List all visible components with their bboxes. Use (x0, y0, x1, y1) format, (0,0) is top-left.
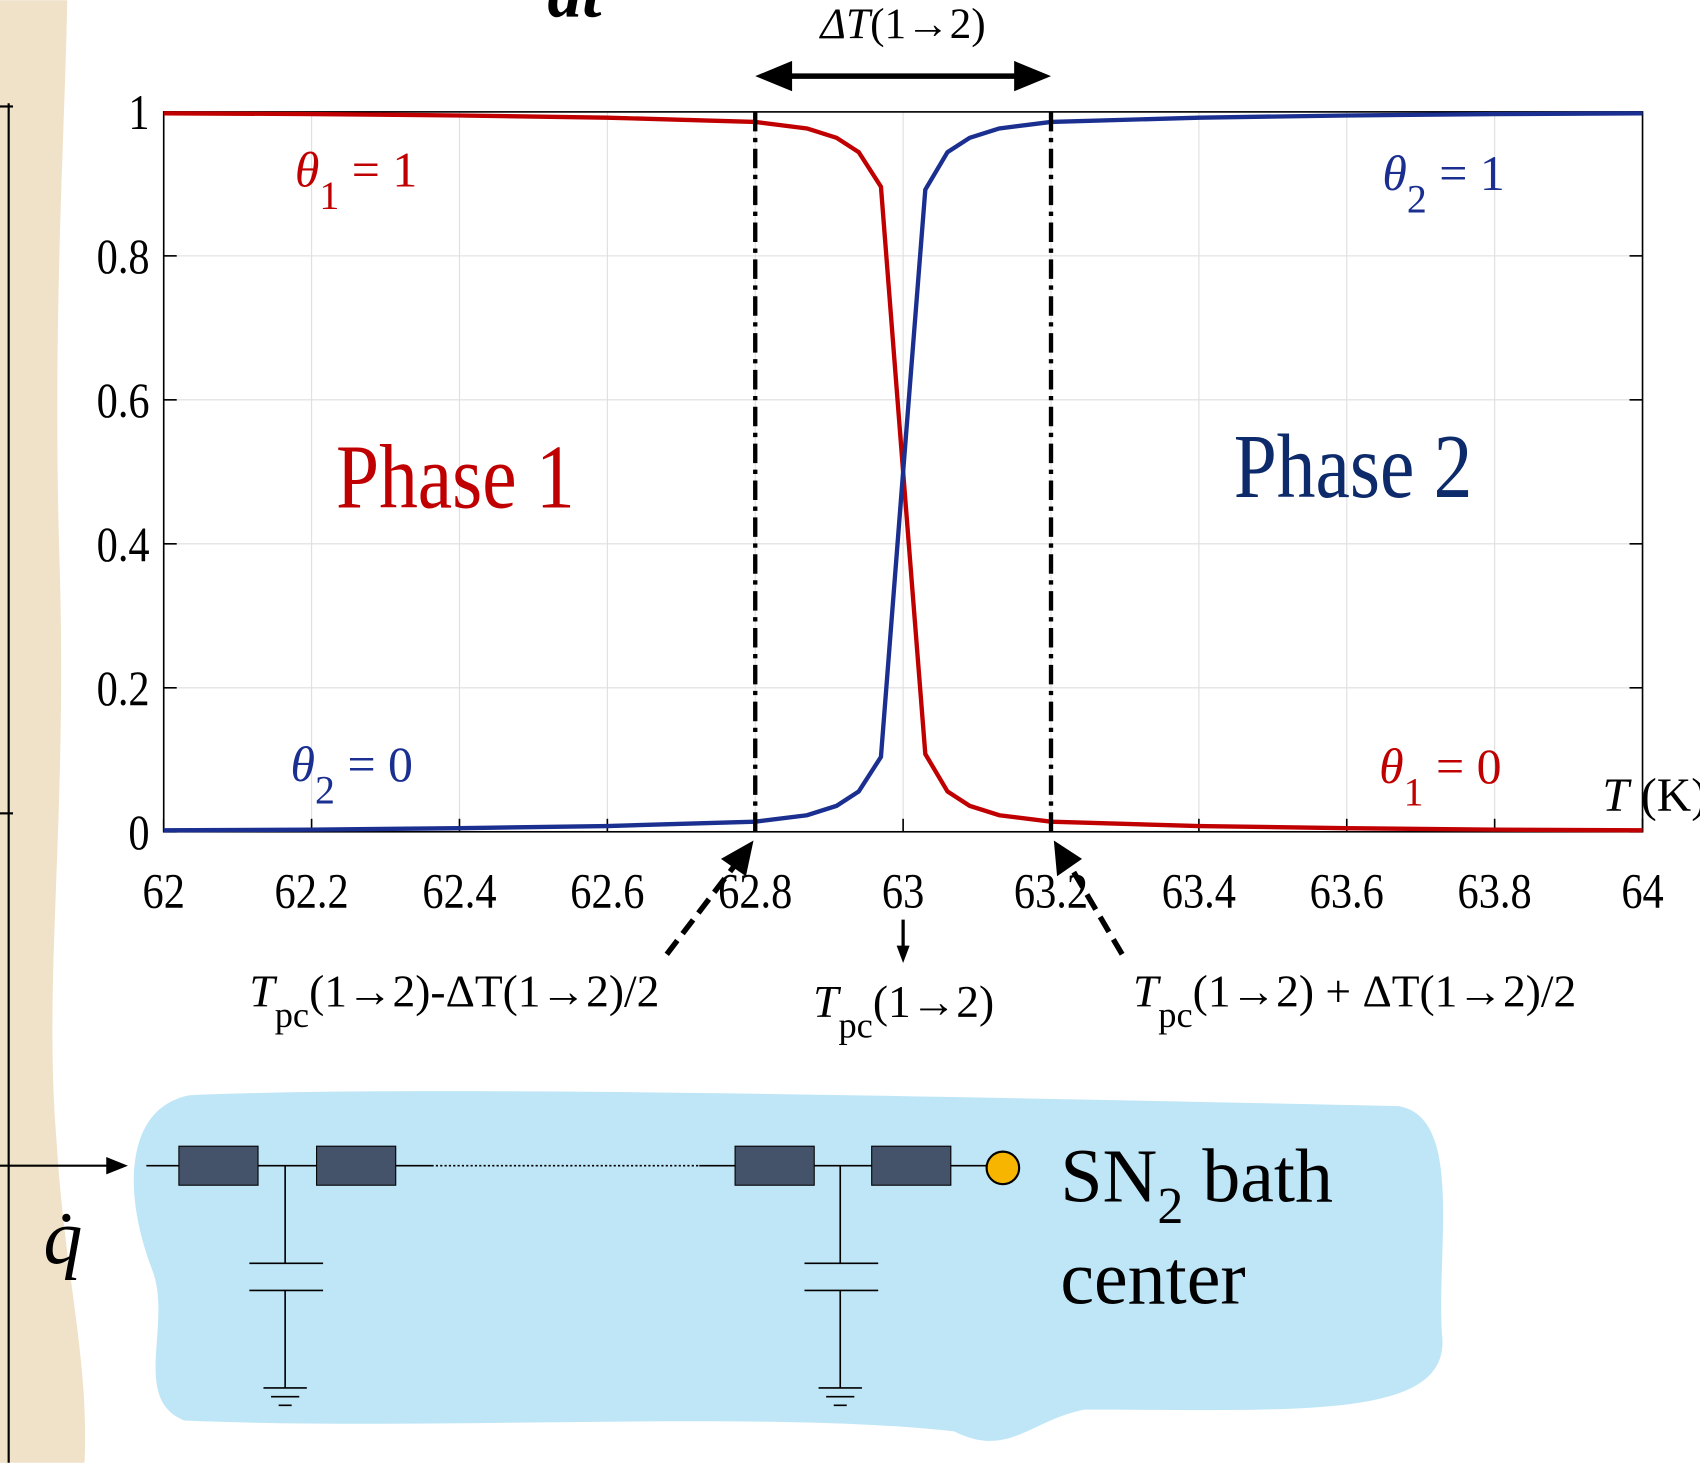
x-tick-label: 63 (882, 865, 924, 920)
y-tick-label: 0.8 (97, 230, 150, 285)
curve-annotation-tail: = 1 (339, 143, 417, 198)
plot-frame (162, 111, 1644, 833)
curve-annotation: θ1 = 0 (1379, 739, 1501, 814)
temperature-label: Tpc(1→2)-ΔT(1→2)/2 (249, 965, 659, 1034)
curve-annotation: θ2 = 0 (291, 737, 413, 812)
curve-annotation-main: θ (1379, 739, 1404, 794)
temperature-label-main: T (813, 976, 841, 1027)
temperature-label-main: T (1133, 965, 1161, 1016)
temperature-label-sub: pc (1158, 995, 1192, 1035)
y-tick-label: 1 (128, 86, 149, 141)
phase-label: Phase 2 (1234, 417, 1473, 517)
bath-label: SN2 bath (1060, 1134, 1333, 1235)
temperature-label-sub: pc (275, 995, 309, 1035)
temperature-label-tail: (1→2) + ΔT(1→2)/2 (1193, 965, 1577, 1016)
temperature-label-sub: pc (838, 1006, 872, 1046)
curve-annotation-tail: = 0 (1424, 739, 1502, 794)
curve-annotation-sub: 1 (319, 173, 339, 218)
delta-arrow-head (755, 60, 793, 92)
plot: 62 62.2 62.4 62.6 62.8 63 63.2 63.4 63.6 63.8 6400… (97, 0, 1700, 1046)
curve-annotation-main: θ (295, 143, 320, 198)
y-tick-label: 0.2 (97, 662, 150, 717)
temperature-label-tail: (1→2) (873, 976, 994, 1027)
x-tick-label: 62.4 (422, 865, 496, 920)
x-tick-label: 62.6 (570, 865, 644, 920)
x-tick-label: 63.8 (1458, 865, 1532, 920)
y-tick-label: 0 (128, 806, 149, 861)
curve-annotation: θ2 = 1 (1382, 146, 1504, 221)
heat-arrow-head (106, 1157, 128, 1175)
curve-annotation-sub: 1 (1404, 769, 1424, 814)
delta-label-tail: (1→2) (870, 0, 986, 48)
curve-annotation-sub: 2 (1407, 176, 1427, 221)
series-line (163, 111, 1643, 833)
callout-arrow (664, 860, 740, 956)
resistor (316, 1145, 397, 1186)
bath-label-tail: bath (1183, 1134, 1333, 1218)
x-tick-label: 62 (143, 865, 185, 920)
side-panel (0, 0, 86, 1463)
temperature-label-tail: (1→2)-ΔT(1→2)/2 (309, 965, 659, 1016)
x-tick-label: 63.6 (1310, 865, 1384, 920)
phase-label: Phase 1 (336, 428, 575, 528)
bath-label-main: SN (1060, 1134, 1157, 1218)
bath-node (985, 1150, 1021, 1186)
x-tick-label: 63.4 (1162, 865, 1236, 920)
resistor (871, 1145, 952, 1186)
capacitor (249, 1165, 324, 1407)
curve-annotation: θ1 = 1 (295, 143, 417, 218)
resistor (178, 1145, 259, 1186)
temperature-label: Tpc(1→2) + ΔT(1→2)/2 (1133, 965, 1576, 1034)
curve-annotation-main: θ (1382, 146, 1407, 201)
resistor (734, 1145, 815, 1186)
x-axis-label-main: T (1602, 769, 1632, 822)
curve-annotation-tail: = 1 (1427, 146, 1505, 201)
callout-arrow (1065, 860, 1125, 956)
callout-head (720, 840, 754, 877)
curve-annotation-sub: 2 (315, 767, 335, 812)
bath-region (133, 1091, 1444, 1441)
temperature-label: Tpc(1→2) (813, 976, 994, 1045)
callout-head (1053, 840, 1083, 877)
header-fragment: dt (548, 0, 604, 32)
x-axis-label-tail: (K) (1629, 769, 1700, 822)
curve-annotation-tail: = 0 (335, 737, 413, 792)
delta-arrow-head (1014, 60, 1052, 92)
curve-annotation-main: θ (291, 737, 316, 792)
bath-label-sub: 2 (1157, 1178, 1183, 1235)
heat-flow-label: q̇ (43, 1193, 82, 1280)
delta-label-main: ΔT (819, 0, 873, 48)
x-tick-label: 62.2 (275, 865, 349, 920)
bath-label-2: center (1060, 1236, 1245, 1320)
y-tick-label: 0.6 (97, 374, 150, 429)
callout-head (896, 945, 910, 963)
delta-label: ΔT(1→2) (819, 0, 986, 48)
capacitor (804, 1165, 879, 1407)
x-tick-label: 62.8 (718, 865, 792, 920)
x-tick-label: 64 (1621, 865, 1663, 920)
y-tick-label: 0.4 (97, 518, 150, 573)
x-axis-label: T (K) (1602, 769, 1700, 822)
temperature-label-main: T (249, 965, 277, 1016)
